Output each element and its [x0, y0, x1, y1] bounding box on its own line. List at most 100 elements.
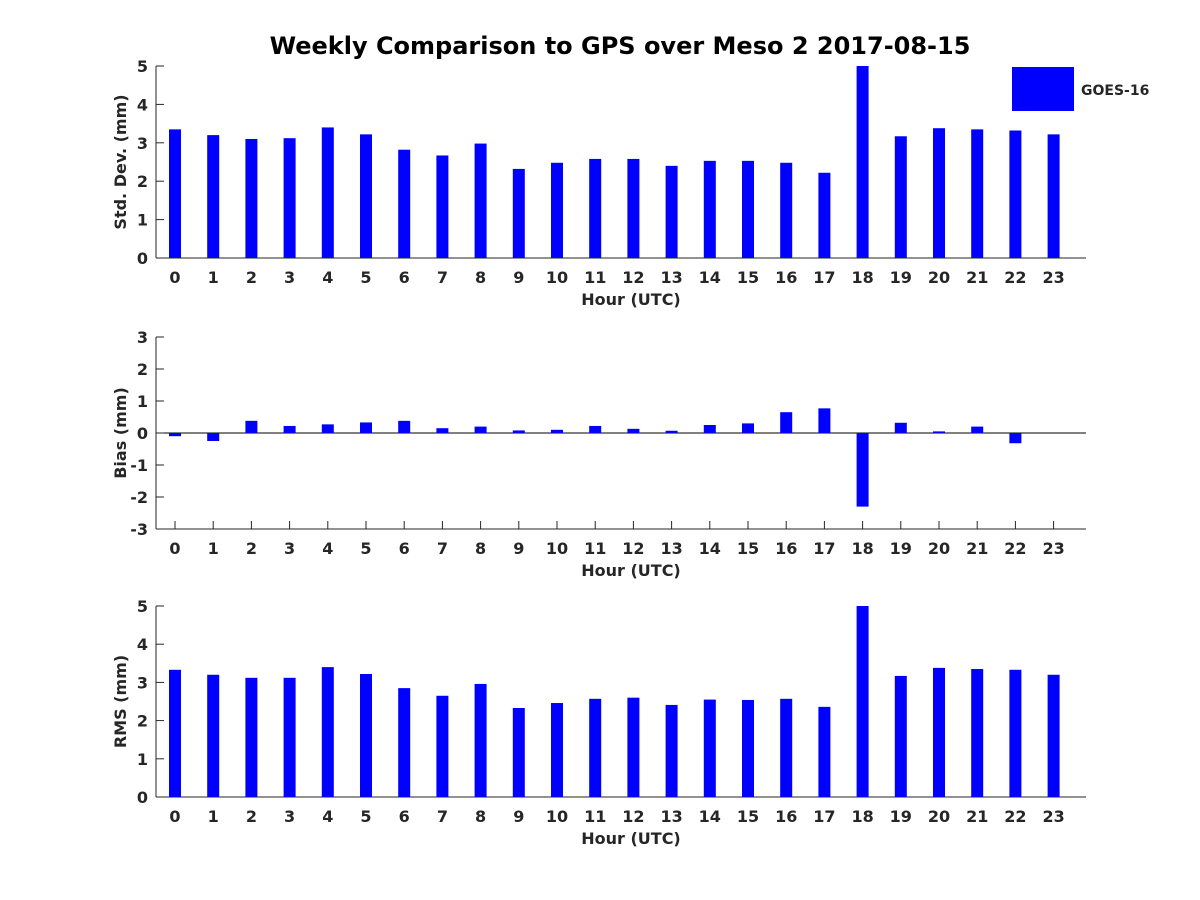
x-tick-label: 4 [322, 268, 333, 287]
x-tick-label: 14 [699, 539, 721, 558]
x-tick-label: 1 [208, 539, 219, 558]
bar [551, 703, 563, 797]
x-tick-label: 7 [437, 807, 448, 826]
bar [856, 66, 869, 258]
y-axis-label: Std. Dev. (mm) [111, 94, 130, 229]
x-tick-label: 9 [513, 268, 524, 287]
bar [283, 677, 296, 797]
x-tick-label: 11 [584, 539, 606, 558]
x-tick-label: 20 [928, 807, 950, 826]
y-tick-label: 5 [137, 597, 148, 616]
bar [360, 673, 372, 797]
bar [703, 699, 716, 797]
bar [665, 165, 678, 258]
x-tick-label: 21 [966, 268, 988, 287]
x-tick-label: 20 [928, 268, 950, 287]
bar [1009, 130, 1022, 258]
bar [971, 669, 984, 797]
x-tick-label: 15 [737, 807, 759, 826]
x-tick-label: 0 [169, 268, 180, 287]
bar [283, 425, 296, 433]
x-tick-label: 13 [660, 807, 682, 826]
x-tick-label: 15 [737, 539, 759, 558]
bar [780, 412, 793, 433]
bar [360, 422, 372, 433]
y-tick-label: 0 [137, 424, 148, 443]
x-tick-label: 22 [1004, 268, 1026, 287]
x-tick-label: 2 [246, 539, 257, 558]
x-axis-label: Hour (UTC) [581, 290, 681, 309]
bar [551, 429, 563, 433]
bar [321, 667, 334, 797]
bar [665, 430, 678, 433]
bar [283, 138, 296, 258]
bar [627, 428, 640, 433]
x-tick-label: 0 [169, 539, 180, 558]
bar [780, 698, 793, 797]
x-tick-label: 6 [399, 807, 410, 826]
legend: GOES-16 [1012, 67, 1149, 111]
bar [856, 606, 869, 797]
x-tick-label: 10 [546, 268, 568, 287]
x-axis-label: Hour (UTC) [581, 829, 681, 848]
bar [818, 706, 831, 797]
y-tick-label: 2 [137, 360, 148, 379]
bar [933, 431, 945, 433]
x-tick-label: 20 [928, 539, 950, 558]
x-tick-label: 23 [1042, 539, 1064, 558]
bar [589, 158, 602, 258]
x-tick-label: 6 [399, 539, 410, 558]
x-tick-label: 17 [813, 268, 835, 287]
x-tick-label: 12 [622, 268, 644, 287]
y-tick-label: 1 [137, 750, 148, 769]
x-tick-label: 14 [699, 268, 721, 287]
bar [933, 667, 945, 797]
bar [703, 160, 716, 258]
y-tick-label: 0 [137, 249, 148, 268]
bar [436, 695, 449, 797]
x-tick-label: 17 [813, 807, 835, 826]
x-tick-label: 21 [966, 807, 988, 826]
x-tick-label: 16 [775, 268, 797, 287]
x-tick-label: 22 [1004, 539, 1026, 558]
bar [398, 149, 411, 258]
x-tick-label: 19 [890, 539, 912, 558]
x-tick-label: 2 [246, 268, 257, 287]
bar [321, 424, 334, 433]
bar [894, 675, 907, 797]
bar [856, 433, 869, 507]
bar [818, 408, 831, 433]
bar [207, 135, 220, 258]
bar [971, 426, 984, 433]
bar [703, 425, 716, 433]
x-tick-label: 8 [475, 539, 486, 558]
x-tick-label: 3 [284, 807, 295, 826]
x-tick-label: 5 [360, 807, 371, 826]
x-tick-label: 18 [851, 807, 873, 826]
x-tick-label: 1 [208, 807, 219, 826]
bar [627, 697, 640, 797]
y-axis-label: Bias (mm) [111, 387, 130, 479]
x-tick-label: 23 [1042, 268, 1064, 287]
bar [589, 425, 602, 433]
bar [207, 433, 220, 441]
bar [665, 704, 678, 797]
y-tick-label: 3 [137, 134, 148, 153]
y-tick-label: -2 [130, 488, 148, 507]
bar [169, 669, 181, 797]
bar [436, 428, 449, 433]
x-tick-label: 12 [622, 807, 644, 826]
bar [551, 162, 563, 258]
y-tick-label: 4 [137, 95, 148, 114]
bar [436, 155, 449, 258]
bar [474, 426, 487, 433]
x-tick-label: 4 [322, 539, 333, 558]
bar [245, 138, 258, 258]
y-tick-label: 0 [137, 788, 148, 807]
x-tick-label: 5 [360, 539, 371, 558]
bar [1009, 669, 1022, 797]
x-tick-label: 2 [246, 807, 257, 826]
y-tick-label: 2 [137, 172, 148, 191]
